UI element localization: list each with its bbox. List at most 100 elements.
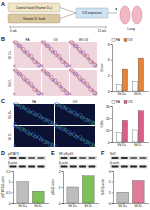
texture xyxy=(45,44,49,48)
y-axis-title: Score xyxy=(100,63,104,72)
y-tick-mark xyxy=(112,171,114,172)
texture xyxy=(26,108,30,112)
y-tick-mark xyxy=(62,187,64,188)
texture xyxy=(61,86,63,88)
blot-label: Nrf2 xyxy=(110,152,116,156)
x-axis: Vit D+ Vit D- xyxy=(113,91,149,96)
texture xyxy=(57,54,61,58)
texture xyxy=(69,93,71,95)
texture xyxy=(89,60,93,64)
western-blot: NF-κB p65β-actin xyxy=(59,152,97,169)
texture xyxy=(63,89,66,92)
y-tick-label: 3 xyxy=(109,170,111,174)
texture xyxy=(73,44,77,48)
legend-swatch xyxy=(124,39,127,42)
texture xyxy=(38,64,41,67)
texture xyxy=(61,58,63,60)
legend: FA O3 xyxy=(112,100,133,104)
x-tick-label: Vit D- xyxy=(134,204,142,208)
texture xyxy=(35,89,38,92)
texture xyxy=(85,54,89,58)
texture xyxy=(58,125,61,128)
x-tick-label: Vit D+ xyxy=(118,204,127,208)
texture xyxy=(48,142,50,144)
blot-band xyxy=(37,166,44,168)
micrographs: FAO3Wt O3Vit D+Vit D-FAO3Vit D+Vit D- xyxy=(8,38,97,148)
x-tick: Vit D+ xyxy=(117,142,126,147)
y-tick-mark xyxy=(62,171,64,172)
y-axis-title: Cells xyxy=(100,120,104,127)
figure: ABCDEFControl food (Vitamin D+)Vitamin D… xyxy=(0,0,150,210)
bar xyxy=(82,176,94,203)
texture xyxy=(51,144,54,147)
texture xyxy=(41,65,43,67)
chart: 00.511.5Vit D+Vit D-pSTAT3/β-actin xyxy=(1,170,49,209)
blot-band xyxy=(121,166,128,168)
column-label: O3 xyxy=(73,100,78,104)
y-tick-mark xyxy=(111,91,113,92)
texture xyxy=(64,62,66,64)
western-blot: Nrf2 β-actin xyxy=(110,152,148,169)
y-tick: 1 xyxy=(59,186,63,190)
y-tick: 0 xyxy=(109,202,113,206)
timeline-tick xyxy=(10,26,11,28)
texture xyxy=(83,117,85,119)
panel-label: C xyxy=(1,98,5,104)
legend-label: O3 xyxy=(128,100,133,104)
x-tick: Vit D- xyxy=(134,91,142,96)
blot-label: β-actin xyxy=(110,161,119,165)
row-label: Vit D- xyxy=(8,132,12,140)
y-tick-label: 10 xyxy=(106,129,110,133)
texture xyxy=(38,92,41,95)
column-label: FA xyxy=(25,38,30,42)
y-tick-label: 1 xyxy=(9,180,11,184)
y-tick-mark xyxy=(12,182,14,183)
blot-band xyxy=(19,166,26,168)
texture xyxy=(43,41,46,44)
texture xyxy=(66,64,69,67)
blot-band xyxy=(10,166,17,168)
texture xyxy=(91,61,94,64)
texture xyxy=(37,91,41,95)
y-tick-label: 1.5 xyxy=(6,170,11,174)
texture xyxy=(29,82,33,86)
texture xyxy=(47,45,50,48)
texture xyxy=(48,120,50,122)
column-label: Wt O3 xyxy=(79,38,89,42)
y-tick-label: 0 xyxy=(59,202,61,206)
texture xyxy=(92,122,95,125)
diet-box xyxy=(8,3,60,12)
x-tick-label: Vit D+ xyxy=(117,92,126,96)
blot-strip xyxy=(110,165,148,169)
row-label: Vit D+ xyxy=(8,110,12,119)
texture xyxy=(92,90,94,92)
texture xyxy=(42,139,44,141)
y-axis-line xyxy=(62,172,64,204)
y-tick-label: 0 xyxy=(109,202,111,206)
y-tick-label: 1 xyxy=(59,186,61,190)
texture xyxy=(69,65,71,67)
y-tick-mark xyxy=(112,192,114,193)
texture xyxy=(17,125,20,128)
texture xyxy=(92,62,94,64)
texture xyxy=(83,139,85,141)
texture xyxy=(75,45,78,48)
texture xyxy=(71,69,74,72)
micrograph xyxy=(14,126,54,147)
timeline-tick xyxy=(106,26,107,28)
x-tick: Vit D- xyxy=(134,203,142,208)
bars xyxy=(116,111,143,142)
texture xyxy=(51,122,54,125)
bar xyxy=(138,58,143,91)
x-tick-label: Vit D- xyxy=(134,92,142,96)
y-axis: 012 xyxy=(59,170,64,206)
y-tick-mark xyxy=(111,75,113,76)
column-label: O3 xyxy=(53,38,58,42)
texture xyxy=(42,117,44,119)
texture xyxy=(55,144,57,146)
texture xyxy=(36,90,38,92)
texture xyxy=(63,106,66,109)
legend-label: FA xyxy=(116,100,121,104)
blot-band xyxy=(88,166,95,168)
y-axis-line xyxy=(12,172,14,204)
